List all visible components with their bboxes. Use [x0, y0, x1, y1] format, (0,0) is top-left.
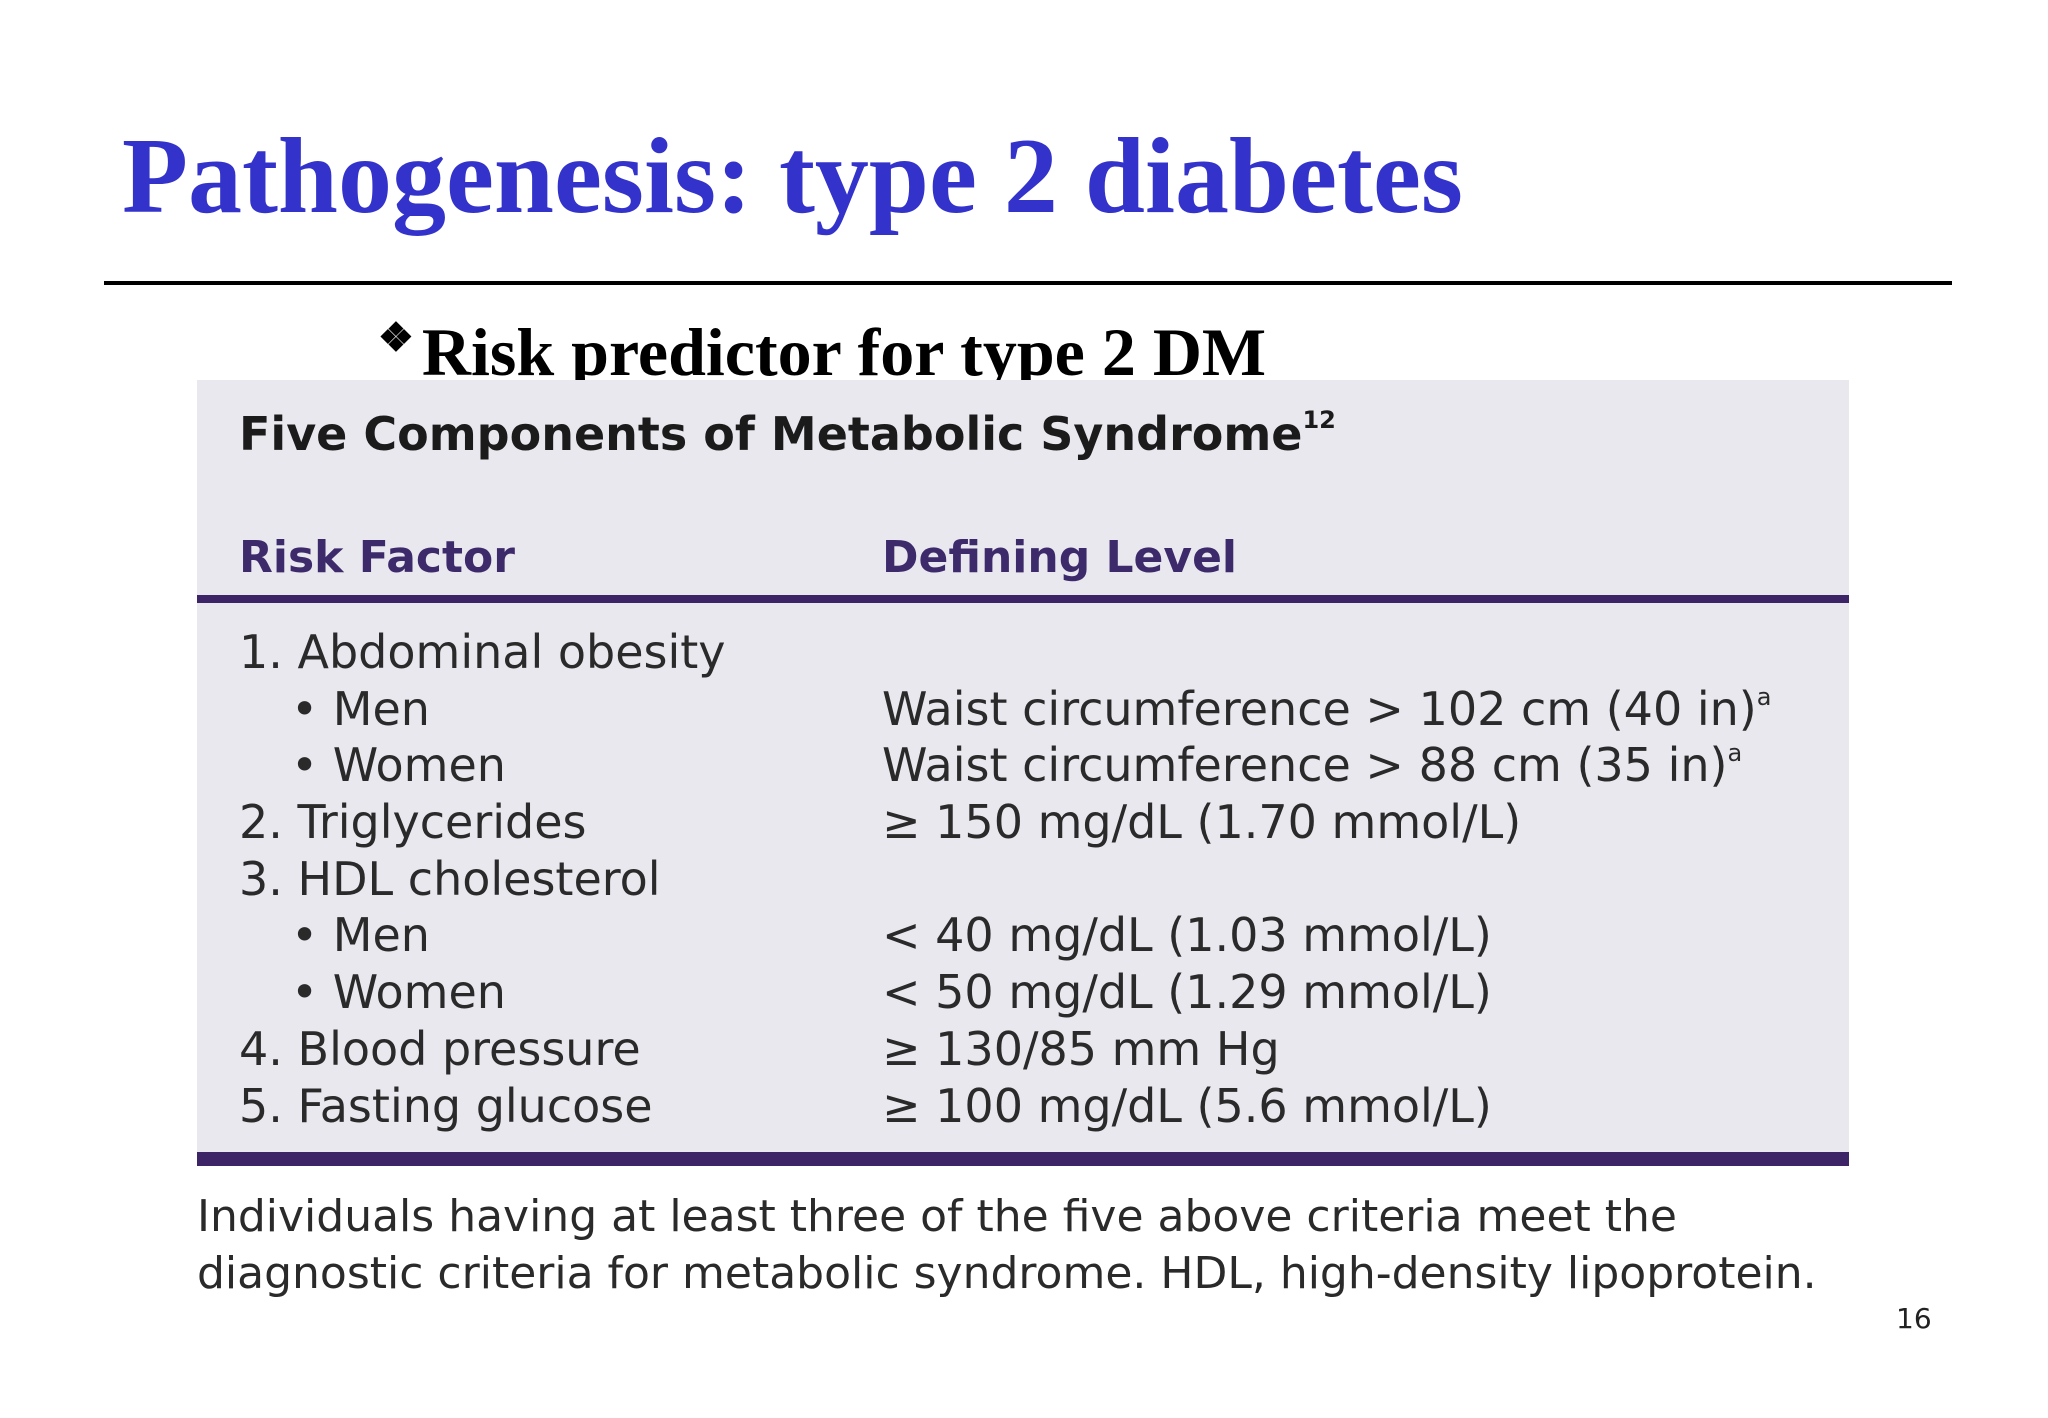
- defining-level-text: < 40 mg/dL (1.03 mmol/L): [882, 908, 1492, 963]
- table-heading-reference: 12: [1302, 406, 1336, 434]
- defining-level-text: < 50 mg/dL (1.29 mmol/L): [882, 965, 1492, 1020]
- defining-level-text: Waist circumference > 102 cm (40 in): [882, 681, 1757, 736]
- risk-factor-cell: • Women: [291, 738, 506, 793]
- table-row: 1. Abdominal obesity: [239, 625, 1819, 682]
- header-rule: [197, 595, 1849, 603]
- defining-level-cell: ≥ 150 mg/dL (1.70 mmol/L): [882, 795, 1521, 849]
- table-row: • Women Waist circumference > 88 cm (35 …: [239, 738, 1819, 795]
- title-divider: [104, 281, 1952, 285]
- risk-factor-cell: 2. Triglycerides: [239, 795, 587, 850]
- bullet-point: ❖ Risk predictor for type 2 DM: [378, 296, 1266, 394]
- defining-level-cell: < 40 mg/dL (1.03 mmol/L): [882, 908, 1492, 962]
- table-row: 4. Blood pressure ≥ 130/85 mm Hg: [239, 1022, 1819, 1079]
- defining-level-cell: Waist circumference > 102 cm (40 in)a: [882, 682, 1771, 736]
- risk-factor-cell: 5. Fasting glucose: [239, 1078, 653, 1133]
- defining-level-cell: ≥ 130/85 mm Hg: [882, 1022, 1280, 1076]
- risk-factor-cell: 1. Abdominal obesity: [239, 625, 726, 679]
- column-header-defining-level: Defining Level: [882, 532, 1238, 583]
- defining-level-cell: < 50 mg/dL (1.29 mmol/L): [882, 965, 1492, 1019]
- footnote-marker: a: [1727, 739, 1743, 768]
- defining-level-text: Waist circumference > 88 cm (35 in): [882, 738, 1728, 793]
- table-row: • Men Waist circumference > 102 cm (40 i…: [239, 682, 1819, 739]
- metabolic-syndrome-table: Five Components of Metabolic Syndrome12 …: [197, 380, 1849, 1166]
- risk-factor-cell: 4. Blood pressure: [239, 1021, 641, 1076]
- table-row: 3. HDL cholesterol: [239, 852, 1819, 909]
- table-heading: Five Components of Metabolic Syndrome12: [239, 406, 1336, 461]
- table-bottom-rule: [197, 1152, 1849, 1166]
- page-number: 16: [1896, 1302, 1932, 1335]
- risk-factor-cell: 3. HDL cholesterol: [239, 851, 661, 906]
- bullet-text: Risk predictor for type 2 DM: [421, 314, 1267, 390]
- table-row: 2. Triglycerides ≥ 150 mg/dL (1.70 mmol/…: [239, 795, 1819, 852]
- defining-level-text: ≥ 130/85 mm Hg: [882, 1021, 1280, 1076]
- table-footnote: Individuals having at least three of the…: [197, 1191, 1817, 1299]
- risk-factor-cell: • Men: [291, 681, 430, 736]
- table-row: • Men < 40 mg/dL (1.03 mmol/L): [239, 908, 1819, 965]
- defining-level-cell: Waist circumference > 88 cm (35 in)a: [882, 738, 1742, 792]
- defining-level-cell: ≥ 100 mg/dL (5.6 mmol/L): [882, 1079, 1492, 1133]
- table-row: • Women < 50 mg/dL (1.29 mmol/L): [239, 965, 1819, 1022]
- diamond-bullet-icon: ❖: [378, 315, 414, 360]
- table-heading-text: Five Components of Metabolic Syndrome: [239, 407, 1303, 461]
- column-header-risk-factor: Risk Factor: [239, 532, 515, 583]
- risk-factor-cell: • Men: [291, 908, 430, 963]
- table-body: 1. Abdominal obesity • Men Waist circumf…: [239, 625, 1819, 1135]
- risk-factor-cell: • Women: [291, 965, 506, 1020]
- defining-level-text: ≥ 150 mg/dL (1.70 mmol/L): [882, 795, 1522, 850]
- table-row: 5. Fasting glucose ≥ 100 mg/dL (5.6 mmol…: [239, 1079, 1819, 1136]
- footnote-marker: a: [1756, 682, 1772, 711]
- slide-title: Pathogenesis: type 2 diabetes: [122, 117, 1463, 236]
- defining-level-text: ≥ 100 mg/dL (5.6 mmol/L): [882, 1078, 1492, 1133]
